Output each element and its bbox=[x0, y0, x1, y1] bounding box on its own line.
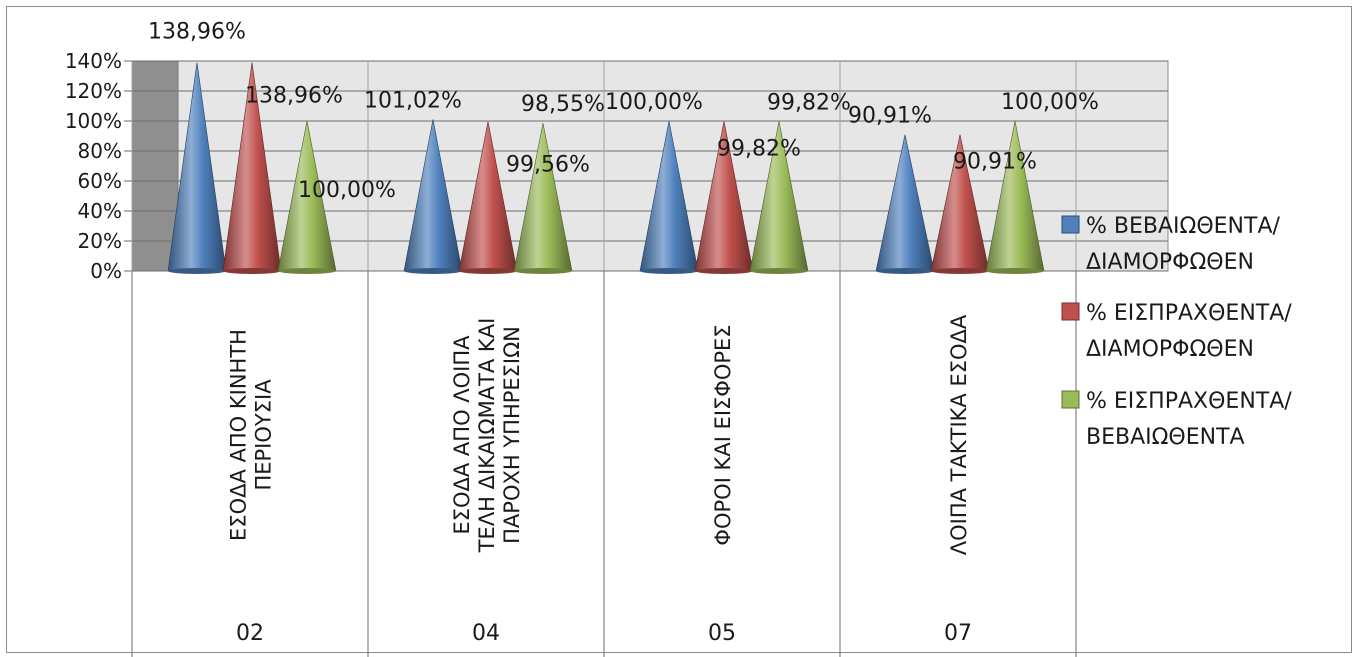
data-label: 101,02% bbox=[364, 88, 462, 113]
category-code: 04 bbox=[472, 621, 500, 646]
category-code: 07 bbox=[944, 621, 972, 646]
data-label: 99,82% bbox=[717, 136, 801, 161]
cone-base bbox=[514, 268, 572, 274]
y-tick-label: 60% bbox=[78, 169, 122, 193]
category-code: 02 bbox=[236, 621, 264, 646]
category-name: ΦΟΡΟΙ ΚΑΙ ΕΙΣΦΟΡΕΣ bbox=[711, 324, 735, 545]
y-tick-label: 100% bbox=[65, 109, 122, 133]
data-label: 100,00% bbox=[298, 178, 396, 203]
legend-swatch bbox=[1061, 302, 1080, 321]
data-label: 99,82% bbox=[767, 90, 851, 115]
y-tick-label: 120% bbox=[65, 79, 122, 103]
cone-base bbox=[986, 268, 1044, 274]
cone-base bbox=[459, 268, 517, 274]
y-tick-label: 0% bbox=[90, 259, 122, 283]
legend-swatch bbox=[1061, 215, 1080, 234]
cone-base bbox=[640, 268, 698, 274]
category-name-line: ΤΕΛΗ ΔΙΚΑΙΩΜΑΤΑ ΚΑΙ bbox=[475, 318, 499, 554]
cone-base bbox=[404, 268, 462, 274]
category-name-line: ΕΣΟΔΑ ΑΠΟ ΛΟΙΠΑ bbox=[450, 335, 474, 535]
cone-base bbox=[223, 268, 281, 274]
category-name-line: ΠΕΡΙΟΥΣΙΑ bbox=[252, 379, 276, 491]
cone-base bbox=[695, 268, 753, 274]
data-label: 138,96% bbox=[148, 20, 246, 45]
side-wall bbox=[131, 60, 179, 272]
cone-base bbox=[876, 268, 934, 274]
legend-label: % ΕΙΣΠΡΑΧΘΕΝΤΑ/ bbox=[1086, 389, 1292, 414]
category-name-line: ΛΟΙΠΑ ΤΑΚΤΙΚΑ ΕΣΟΔΑ bbox=[947, 314, 971, 555]
data-label: 100,00% bbox=[1001, 90, 1099, 115]
legend-label: ΔΙΑΜΟΡΦΩΘΕΝ bbox=[1086, 250, 1254, 275]
cone-base bbox=[278, 268, 336, 274]
category-code: 05 bbox=[708, 621, 736, 646]
data-label: 90,91% bbox=[953, 150, 1037, 175]
legend-label: % ΒΕΒΑΙΩΘΕΝΤΑ/ bbox=[1086, 214, 1280, 239]
cone-base bbox=[168, 268, 226, 274]
y-tick-label: 80% bbox=[78, 139, 122, 163]
legend-label: % ΕΙΣΠΡΑΧΘΕΝΤΑ/ bbox=[1086, 301, 1292, 326]
category-name: ΕΣΟΔΑ ΑΠΟ ΚΙΝΗΤΗ ΠΕΡΙΟΥΣΙΑ bbox=[227, 329, 276, 541]
y-tick-label: 40% bbox=[78, 199, 122, 223]
data-label: 99,56% bbox=[506, 153, 590, 178]
y-tick-label: 140% bbox=[65, 49, 122, 73]
category-name: ΛΟΙΠΑ ΤΑΚΤΙΚΑ ΕΣΟΔΑ bbox=[947, 314, 971, 555]
legend-label: ΒΕΒΑΙΩΘΕΝΤΑ bbox=[1086, 425, 1245, 450]
legend-label: ΔΙΑΜΟΡΦΩΘΕΝ bbox=[1086, 337, 1254, 362]
y-tick-label: 20% bbox=[78, 229, 122, 253]
data-label: 138,96% bbox=[245, 84, 343, 109]
category-name-line: ΕΣΟΔΑ ΑΠΟ ΚΙΝΗΤΗ bbox=[227, 329, 251, 541]
data-label: 90,91% bbox=[848, 104, 932, 129]
data-label: 100,00% bbox=[605, 90, 703, 115]
cone-base bbox=[750, 268, 808, 274]
category-name: ΕΣΟΔΑ ΑΠΟ ΛΟΙΠΑ ΤΕΛΗ ΔΙΚΑΙΩΜΑΤΑ ΚΑΙ ΠΑΡΟΧΗ… bbox=[450, 318, 524, 554]
data-label: 98,55% bbox=[521, 92, 605, 117]
category-name-line: ΦΟΡΟΙ ΚΑΙ ΕΙΣΦΟΡΕΣ bbox=[711, 324, 735, 545]
cone-base bbox=[931, 268, 989, 274]
legend-swatch bbox=[1061, 390, 1080, 409]
category-name-line: ΠΑΡΟΧΗ ΥΠΗΡΕΣΙΩΝ bbox=[500, 326, 524, 544]
